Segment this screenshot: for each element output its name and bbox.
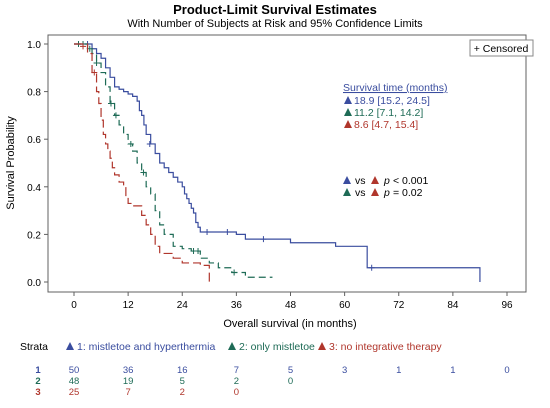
censor-mark-2 bbox=[107, 100, 114, 107]
comparison-marker-3 bbox=[371, 188, 379, 196]
at-risk-count-2: 19 bbox=[123, 376, 134, 387]
y-axis-label: Survival Probability bbox=[5, 116, 17, 210]
x-tick-label: 0 bbox=[71, 300, 77, 311]
censor-mark-2 bbox=[127, 140, 134, 147]
plot-frame bbox=[47, 34, 527, 293]
comparison-value: = 0.02 bbox=[393, 187, 423, 199]
comparison-marker-2 bbox=[343, 188, 351, 196]
median-marker-1 bbox=[344, 96, 352, 104]
censor-mark-1 bbox=[224, 229, 231, 236]
comparison-p: p bbox=[383, 187, 390, 199]
at-risk-count-1: 1 bbox=[450, 365, 455, 376]
at-risk-count-2: 2 bbox=[234, 376, 239, 387]
median-marker-2 bbox=[344, 108, 352, 116]
legend-label-3: 3: no integrative therapy bbox=[329, 341, 442, 353]
at-risk-row-id-1: 1 bbox=[35, 365, 41, 376]
median-value-3: 8.6 [4.7, 15.4] bbox=[354, 119, 418, 131]
y-tick-label: 0.2 bbox=[27, 230, 41, 241]
legend-marker-3 bbox=[318, 342, 326, 350]
chart-subtitle: With Number of Subjects at Risk and 95% … bbox=[127, 18, 423, 30]
censor-mark-2 bbox=[112, 112, 119, 119]
at-risk-count-1: 50 bbox=[69, 365, 80, 376]
x-tick-label: 12 bbox=[123, 300, 135, 311]
censor-mark-1 bbox=[146, 140, 153, 147]
censored-legend-box bbox=[469, 39, 534, 57]
at-risk-count-2: 0 bbox=[288, 376, 293, 387]
x-tick-label: 48 bbox=[285, 300, 297, 311]
at-risk-count-1: 16 bbox=[177, 365, 188, 376]
comparison-value: < 0.001 bbox=[393, 175, 428, 187]
y-tick-label: 0.0 bbox=[27, 278, 41, 289]
legend-marker-2 bbox=[228, 342, 236, 350]
at-risk-count-3: 0 bbox=[234, 387, 239, 398]
x-tick-label: 72 bbox=[393, 300, 405, 311]
censor-mark-1 bbox=[260, 236, 267, 243]
chart-title: Product-Limit Survival Estimates bbox=[173, 2, 377, 17]
legend-marker-1 bbox=[66, 342, 74, 350]
comparison-vs: vs bbox=[355, 187, 366, 199]
at-risk-count-1: 5 bbox=[288, 365, 293, 376]
at-risk-count-2: 48 bbox=[69, 376, 80, 387]
at-risk-count-3: 25 bbox=[69, 387, 80, 398]
censor-mark-3 bbox=[80, 43, 87, 50]
survival-curve-2 bbox=[74, 43, 273, 278]
x-tick-label: 24 bbox=[177, 300, 189, 311]
x-tick-label: 96 bbox=[501, 300, 513, 311]
censor-mark-3 bbox=[91, 69, 98, 76]
y-tick-label: 0.8 bbox=[27, 88, 41, 99]
x-tick-label: 84 bbox=[447, 300, 459, 311]
at-risk-row-id-2: 2 bbox=[35, 376, 40, 387]
median-value-1: 18.9 [15.2, 24.5] bbox=[354, 95, 430, 107]
strata-label: Strata bbox=[20, 341, 48, 353]
censor-mark-2 bbox=[93, 60, 100, 67]
at-risk-count-1: 3 bbox=[342, 365, 347, 376]
comparison-marker-3 bbox=[371, 176, 379, 184]
comparison-marker-1 bbox=[343, 176, 351, 184]
x-tick-label: 36 bbox=[231, 300, 243, 311]
at-risk-count-1: 36 bbox=[123, 365, 134, 376]
x-axis-label: Overall survival (in months) bbox=[223, 318, 356, 330]
censor-mark-2 bbox=[140, 169, 147, 176]
x-tick-label: 60 bbox=[339, 300, 351, 311]
legend-label-1: 1: mistletoe and hyperthermia bbox=[77, 341, 215, 353]
at-risk-count-1: 0 bbox=[504, 365, 509, 376]
at-risk-row-id-3: 3 bbox=[35, 387, 40, 398]
y-tick-label: 0.6 bbox=[27, 135, 41, 146]
comparison-p: p bbox=[383, 175, 390, 187]
comparison-vs: vs bbox=[355, 175, 366, 187]
survival-curve-1 bbox=[74, 43, 481, 282]
y-tick-label: 0.4 bbox=[27, 183, 41, 194]
at-risk-count-1: 1 bbox=[396, 365, 401, 376]
at-risk-count-2: 5 bbox=[180, 376, 185, 387]
median-value-2: 11.2 [7.1, 14.2] bbox=[354, 107, 423, 119]
survival-time-header: Survival time (months) bbox=[343, 82, 447, 94]
censored-legend-label: + Censored bbox=[474, 43, 529, 55]
censor-mark-1 bbox=[368, 264, 375, 271]
legend-label-2: 2: only mistletoe bbox=[239, 341, 315, 353]
at-risk-count-3: 7 bbox=[125, 387, 130, 398]
at-risk-count-1: 7 bbox=[234, 365, 239, 376]
at-risk-count-3: 2 bbox=[180, 387, 185, 398]
survival-curve-3 bbox=[74, 43, 210, 282]
median-marker-3 bbox=[344, 120, 352, 128]
censor-mark-2 bbox=[231, 269, 238, 276]
censor-mark-2 bbox=[195, 248, 202, 255]
censor-mark-1 bbox=[204, 229, 211, 236]
y-tick-label: 1.0 bbox=[27, 40, 41, 51]
